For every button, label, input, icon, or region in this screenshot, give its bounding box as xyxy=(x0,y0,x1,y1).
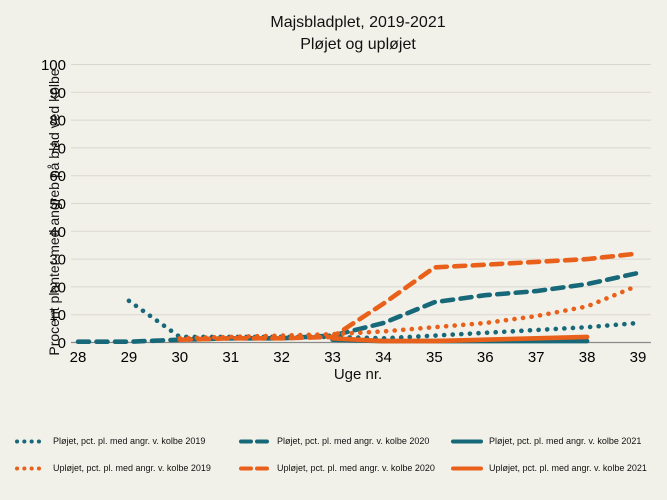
legend-item-uploejet-2021: Upløjet, pct. pl. med angr. v. kolbe 202… xyxy=(450,463,662,473)
x-tick-label: 34 xyxy=(375,349,392,366)
line-dashed-orange-icon xyxy=(239,466,271,470)
x-tick-label: 32 xyxy=(273,349,290,366)
legend-item-uploejet-2019: Upløjet, pct. pl. med angr. v. kolbe 201… xyxy=(14,463,238,473)
x-tick-label: 39 xyxy=(630,349,647,366)
y-tick-label: 50 xyxy=(49,196,66,213)
y-tick-label: 100 xyxy=(41,57,66,74)
line-solid-teal-icon xyxy=(451,439,483,443)
legend-label: Upløjet, pct. pl. med angr. v. kolbe 202… xyxy=(277,463,435,473)
chart-title-line2: Pløjet og upløjet xyxy=(300,35,416,53)
x-tick-label: 31 xyxy=(222,349,239,366)
legend-label: Upløjet, pct. pl. med angr. v. kolbe 201… xyxy=(53,463,211,473)
legend-item-uploejet-2020: Upløjet, pct. pl. med angr. v. kolbe 202… xyxy=(238,463,450,473)
x-tick-label: 38 xyxy=(579,349,596,366)
line-solid-orange-icon xyxy=(451,466,483,470)
series-line-dashed xyxy=(177,251,641,342)
legend: Pløjet, pct. pl. med angr. v. kolbe 2019… xyxy=(14,436,662,473)
line-dotted-teal-icon xyxy=(15,439,47,443)
y-tick-label: 30 xyxy=(49,252,66,269)
legend-label: Upløjet, pct. pl. med angr. v. kolbe 202… xyxy=(489,463,647,473)
x-tick-label: 33 xyxy=(324,349,341,366)
x-tick-label: 37 xyxy=(528,349,545,366)
y-tick-label: 40 xyxy=(49,224,66,241)
series-line-solid xyxy=(330,334,590,344)
y-tick-label: 70 xyxy=(49,140,66,157)
y-axis-label: Procent planter med angreb på blad ved k… xyxy=(46,68,62,356)
y-tick-label: 0 xyxy=(58,335,66,352)
series-line-dashed xyxy=(75,270,641,344)
series-line-dotted xyxy=(126,298,641,341)
chart-title: Majsbladplet, 2019-2021 Pløjet og upløje… xyxy=(38,12,667,55)
y-tick-label: 20 xyxy=(49,279,66,296)
legend-item-ploejet-2021: Pløjet, pct. pl. med angr. v. kolbe 2021 xyxy=(450,436,662,446)
legend-item-ploejet-2020: Pløjet, pct. pl. med angr. v. kolbe 2020 xyxy=(238,436,450,446)
y-tick-label: 90 xyxy=(49,85,66,102)
y-tick-label: 60 xyxy=(49,168,66,185)
y-tick-label: 10 xyxy=(49,307,66,324)
x-tick-label: 28 xyxy=(70,349,87,366)
line-dotted-orange-icon xyxy=(15,466,47,470)
chart-title-line1: Majsbladplet, 2019-2021 xyxy=(270,14,446,31)
legend-label: Pløjet, pct. pl. med angr. v. kolbe 2019 xyxy=(53,436,206,446)
y-tick-label: 80 xyxy=(49,113,66,130)
x-axis-label: Uge nr. xyxy=(333,366,383,383)
legend-label: Pløjet, pct. pl. med angr. v. kolbe 2021 xyxy=(489,436,642,446)
x-tick-label: 36 xyxy=(477,349,494,366)
x-tick-label: 35 xyxy=(426,349,443,366)
x-tick-label: 29 xyxy=(121,349,138,366)
x-tick-label: 30 xyxy=(171,349,188,366)
line-dashed-teal-icon xyxy=(239,439,271,443)
legend-item-ploejet-2019: Pløjet, pct. pl. med angr. v. kolbe 2019 xyxy=(14,436,238,446)
legend-label: Pløjet, pct. pl. med angr. v. kolbe 2020 xyxy=(277,436,430,446)
